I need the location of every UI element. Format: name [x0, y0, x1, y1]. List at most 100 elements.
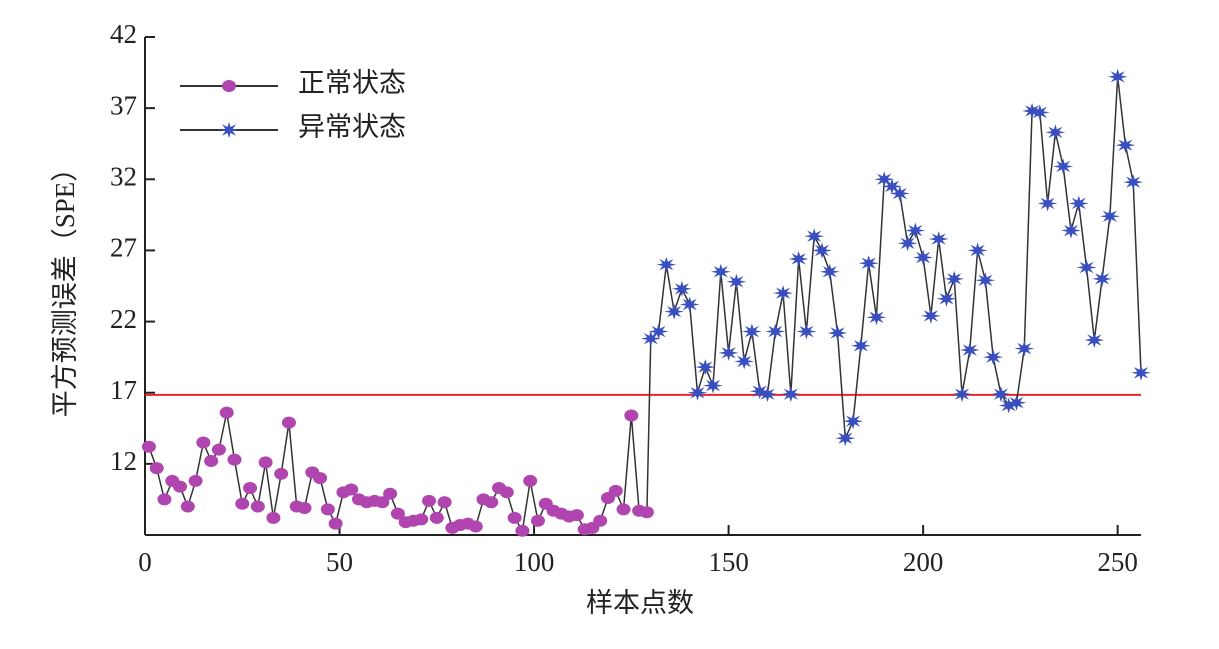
- point: [679, 296, 700, 313]
- point: [1092, 270, 1113, 287]
- x-tick-label: 150: [708, 547, 749, 577]
- point: [1006, 394, 1027, 411]
- point: [812, 242, 832, 259]
- point: [967, 242, 988, 259]
- point: [710, 263, 731, 280]
- point: [983, 349, 1004, 366]
- point: [422, 494, 437, 507]
- point: [936, 290, 957, 307]
- point: [530, 514, 545, 527]
- point: [523, 474, 538, 487]
- point: [648, 323, 669, 340]
- y-tick-label: 12: [110, 446, 137, 476]
- point: [414, 513, 429, 526]
- point: [843, 413, 864, 430]
- point: [235, 497, 250, 510]
- point: [250, 500, 265, 513]
- point: [141, 440, 156, 453]
- point: [219, 406, 234, 419]
- point: [204, 455, 219, 468]
- point: [741, 323, 762, 340]
- point: [757, 386, 778, 403]
- point: [726, 273, 747, 290]
- point: [695, 359, 716, 376]
- point: [1045, 124, 1066, 141]
- point: [656, 256, 677, 273]
- point: [1068, 195, 1089, 212]
- point: [390, 507, 405, 520]
- point: [297, 501, 312, 514]
- point: [344, 483, 359, 496]
- y-tick-label: 27: [110, 233, 137, 263]
- point: [1037, 195, 1058, 212]
- point: [313, 472, 328, 485]
- point: [569, 509, 584, 522]
- x-tick-label: 100: [514, 547, 555, 577]
- point: [593, 514, 608, 527]
- point: [499, 486, 514, 499]
- point: [243, 482, 258, 495]
- point: [819, 263, 840, 280]
- point: [850, 337, 871, 354]
- point: [437, 496, 452, 509]
- point: [1053, 158, 1074, 175]
- point: [718, 344, 739, 361]
- point: [765, 323, 786, 340]
- point: [835, 430, 856, 447]
- point: [320, 503, 335, 516]
- point: [196, 436, 211, 449]
- point: [928, 231, 949, 247]
- point: [1107, 68, 1128, 85]
- point: [507, 511, 522, 524]
- legend-marker: [219, 122, 239, 138]
- point: [274, 467, 289, 480]
- point: [703, 377, 723, 394]
- point: [515, 524, 530, 537]
- point: [773, 285, 794, 302]
- point: [1099, 208, 1120, 225]
- point: [429, 511, 444, 524]
- y-tick-label: 37: [110, 90, 137, 120]
- y-tick-label: 32: [110, 161, 137, 191]
- point: [188, 474, 203, 487]
- point: [180, 500, 195, 513]
- x-tick-label: 50: [326, 547, 353, 577]
- point: [687, 384, 708, 401]
- point: [1084, 332, 1105, 349]
- point: [804, 228, 825, 245]
- point: [383, 487, 398, 500]
- point: [788, 251, 809, 267]
- point: [1029, 104, 1050, 121]
- point: [1123, 174, 1144, 191]
- point: [889, 185, 910, 202]
- series-line: [650, 76, 1142, 439]
- x-tick-label: 0: [138, 547, 152, 577]
- point: [920, 307, 941, 324]
- point: [905, 222, 926, 239]
- legend-label: 异常状态: [298, 112, 406, 142]
- legend-marker: [222, 80, 236, 92]
- y-axis-label: 平方预测误差（SPE）: [50, 155, 80, 418]
- point: [624, 409, 639, 422]
- point: [796, 323, 817, 340]
- point: [639, 506, 654, 519]
- point: [266, 511, 281, 524]
- point: [1061, 222, 1081, 239]
- point: [1076, 259, 1097, 276]
- point: [1115, 137, 1136, 154]
- point: [827, 325, 848, 341]
- point: [211, 443, 226, 456]
- point: [258, 456, 273, 469]
- point: [897, 235, 918, 252]
- x-tick-label: 200: [903, 547, 944, 577]
- point: [149, 462, 164, 475]
- point: [328, 517, 343, 530]
- point: [959, 342, 980, 358]
- point: [1014, 340, 1035, 357]
- point: [780, 386, 801, 403]
- point: [484, 496, 499, 509]
- point: [671, 280, 692, 297]
- point: [227, 453, 242, 466]
- point: [944, 270, 965, 287]
